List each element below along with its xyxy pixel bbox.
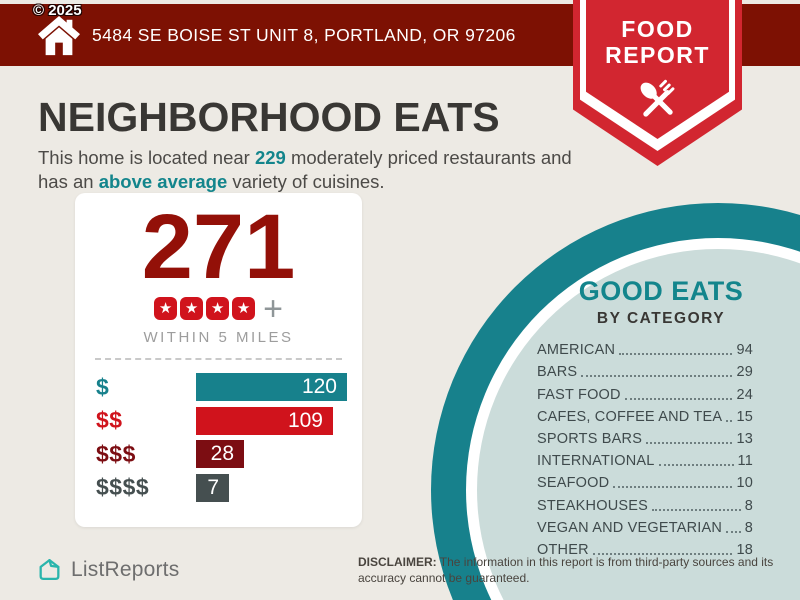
price-tier-label: $$ [96,407,123,433]
category-label: FAST FOOD [537,386,621,403]
category-row: SEAFOOD 10 [537,469,753,491]
page-title: NEIGHBORHOOD EATS [38,94,500,140]
disclaimer-label: DISCLAIMER: [358,555,437,569]
price-tier-label: $$$ [96,440,136,467]
category-label: STEAKHOUSES [537,497,648,514]
category-list: AMERICAN 94 BARS 29 FAST FOOD 24 CAFES, … [537,336,753,558]
category-dot-leader [581,375,733,378]
star-icon: ★ [206,297,230,320]
star-icon: ★ [180,297,204,320]
price-tier-value: 28 [210,442,234,465]
category-label: INTERNATIONAL [537,453,655,470]
category-label: SEAFOOD [537,475,610,492]
price-tier-row: $$$$ 7 [96,473,362,502]
category-value: 13 [736,430,753,447]
category-value: 8 [744,519,753,536]
intro-mid-2: has an [38,171,99,193]
category-row: FAST FOOD 24 [537,380,753,403]
badge-title-line1: FOOD [621,16,694,42]
category-dot-leader [658,464,734,467]
intro-post: variety of cuisines. [227,171,385,193]
price-tier-bar: 120 [196,373,347,401]
category-row: BARS 29 [537,358,753,380]
intro-text: This home is located near 229 moderately… [38,146,598,195]
price-tier-bar: 7 [196,473,229,502]
brand-name: ListReports [71,557,180,581]
property-address: 5484 SE BOISE ST UNIT 8, PORTLAND, OR 97… [92,25,516,45]
summary-card: 271 ★ ★ ★ ★ + WITHIN 5 MILES $ 120 $$ 10… [75,193,362,527]
disclaimer-text: DISCLAIMER: The information in this repo… [358,555,788,587]
radius-label: WITHIN 5 MILES [143,329,294,346]
category-label: SPORTS BARS [537,430,643,447]
food-report-badge: FOOD REPORT [573,0,742,166]
plus-icon: + [263,289,283,328]
good-eats-subtitle: BY CATEGORY [596,310,726,327]
price-tier-bar: 28 [196,440,244,468]
restaurant-count: 229 [254,147,286,168]
category-dot-leader [592,552,733,555]
star-icon: ★ [154,297,178,320]
category-value: 8 [744,497,753,514]
price-tier-row: $$ 109 [96,406,362,435]
category-dot-leader [624,397,733,400]
badge-content: FOOD REPORT [573,16,742,133]
disclaimer-body: The information in this report is from t… [358,555,774,585]
listreports-logo: ListReports [36,556,179,583]
category-dot-leader [613,486,733,489]
house-icon [38,15,80,56]
category-row: VEGAN AND VEGETARIAN 8 [537,514,753,536]
price-tier-value: 109 [287,408,323,432]
category-dot-leader [651,508,741,511]
category-dot-leader [619,353,733,356]
crossed-spoon-fork-icon [640,79,674,117]
card-divider [95,358,342,360]
price-tier-label: $$$$ [96,474,150,500]
intro-mid-1: moderately priced restaurants and [285,147,572,168]
category-row: SPORTS BARS 13 [537,425,753,447]
category-row: STEAKHOUSES 8 [537,491,753,514]
category-row: CAFES, COFFEE AND TEA 15 [537,403,753,425]
price-bar-chart: $ 120 $$ 109 $$$ 28 $$$$ 7 [75,373,362,502]
category-value: 24 [736,386,753,403]
category-row: INTERNATIONAL 11 [537,447,753,469]
price-tier-bar: 109 [196,406,333,435]
category-value: 10 [736,475,753,492]
category-dot-leader [726,419,733,422]
badge-title-line2: REPORT [605,42,710,68]
price-tier-label: $ [96,373,110,400]
category-label: BARS [537,364,578,381]
star-icon: ★ [232,297,256,320]
price-tier-value: 120 [301,375,337,398]
category-value: 15 [736,408,753,425]
price-tier-row: $ 120 [96,373,362,401]
category-value: 18 [736,541,753,558]
price-tier-value: 7 [207,475,219,499]
category-dot-leader [646,441,733,444]
category-row: OTHER 18 [537,536,753,558]
category-dot-leader [726,530,741,533]
category-value: 11 [737,453,753,470]
category-value: 94 [736,342,753,359]
intro-pre: This home is located near [38,147,255,168]
category-label: VEGAN AND VEGETARIAN [537,519,723,536]
copyright-text: © 2025 [33,2,82,19]
category-value: 29 [736,364,753,381]
star-rating: ★ ★ ★ ★ + [75,289,362,328]
cuisine-variety-highlight: above average [98,171,228,193]
category-label: CAFES, COFFEE AND TEA [537,408,723,425]
total-restaurant-count: 271 [141,196,296,298]
listreports-icon [39,559,60,580]
price-tier-row: $$$ 28 [96,440,362,468]
category-label: AMERICAN [537,342,616,359]
category-row: AMERICAN 94 [537,336,753,358]
good-eats-title: GOOD EATS [578,276,744,306]
good-eats-heading: GOOD EATS BY CATEGORY [526,276,796,328]
category-label: OTHER [537,541,589,558]
